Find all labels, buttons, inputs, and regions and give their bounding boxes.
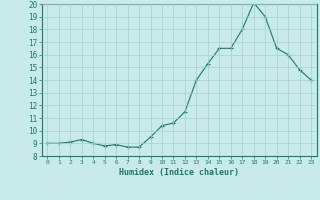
X-axis label: Humidex (Indice chaleur): Humidex (Indice chaleur) xyxy=(119,168,239,177)
